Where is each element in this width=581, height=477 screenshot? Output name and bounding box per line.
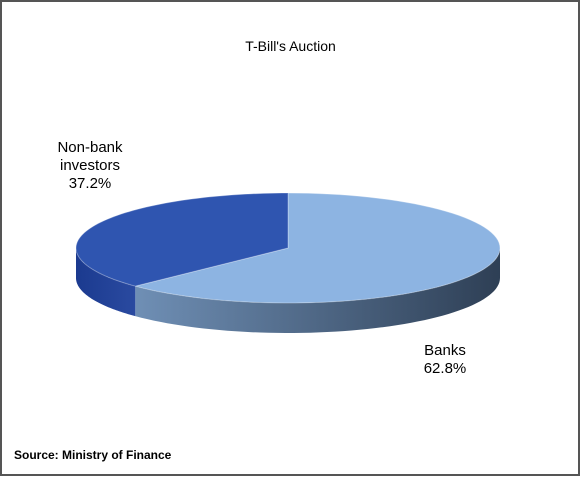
category-label: Non-bank investors (57, 139, 123, 174)
pie-slice (75, 192, 289, 317)
slice-side (135, 248, 500, 333)
value-label: 62.8% (423, 360, 467, 377)
chart-title: T-Bill's Auction (245, 38, 336, 54)
value-label: 37.2% (68, 175, 112, 192)
slice-top (75, 192, 289, 287)
pie (75, 192, 501, 333)
slice-top (135, 192, 501, 304)
source: Source: Ministry of Finance (14, 448, 172, 462)
pie-slice (135, 192, 501, 333)
slice-label: Banks 62.8% (400, 342, 490, 378)
category-label: Banks (424, 342, 466, 359)
slice-side (76, 248, 136, 317)
slice-label: Non-bank investors 37.2% (40, 139, 140, 193)
